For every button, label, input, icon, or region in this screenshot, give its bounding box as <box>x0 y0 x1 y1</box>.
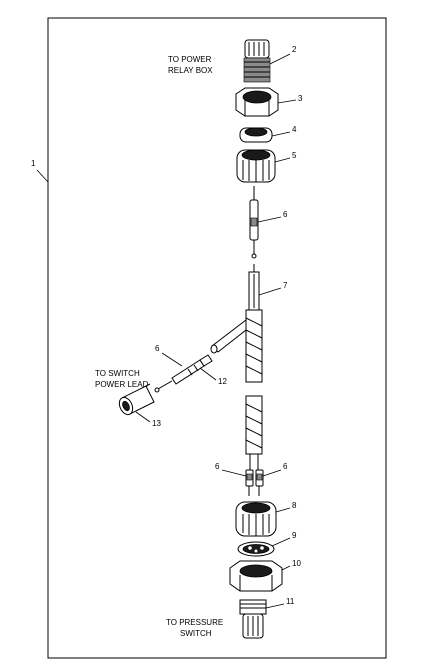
callout-4: 4 <box>292 125 297 134</box>
callout-1-leader <box>37 170 48 182</box>
callout-7: 7 <box>283 281 288 290</box>
callout-5: 5 <box>292 151 297 160</box>
part-5-grommet-nut <box>237 150 275 182</box>
part-7-wire-lower <box>246 396 262 470</box>
figure-frame <box>48 18 386 658</box>
callout-9-leader <box>272 538 290 546</box>
callout-7-leader <box>259 288 281 295</box>
part-6-pin-terminal-top <box>250 186 258 258</box>
callout-12: 12 <box>218 377 227 386</box>
label-relay-box: RELAY BOX <box>168 66 213 75</box>
part-6-pin-terminals-bottom <box>246 470 263 496</box>
callout-8: 8 <box>292 501 297 510</box>
callout-2-leader <box>270 54 290 64</box>
callout-6-left: 6 <box>155 344 160 353</box>
callout-6-left-leader <box>162 353 182 366</box>
callout-6-top-leader <box>258 217 281 222</box>
callout-6-bottom-left-leader <box>222 470 246 476</box>
callout-13-leader <box>136 412 150 422</box>
callout-13: 13 <box>152 419 161 428</box>
callout-3-leader <box>278 100 296 103</box>
callout-10: 10 <box>292 559 301 568</box>
part-4-washer <box>240 128 272 142</box>
callout-6-bottom-right-leader <box>263 470 281 476</box>
part-2-connector <box>244 40 270 82</box>
callout-11-leader <box>266 604 284 608</box>
part-9-insert <box>238 542 274 556</box>
callout-9: 9 <box>292 531 297 540</box>
callout-11: 11 <box>286 597 295 606</box>
label-to-power: TO POWER <box>168 55 212 64</box>
label-power-lead: POWER LEAD <box>95 380 149 389</box>
part-10-hex-nut <box>230 561 282 591</box>
callout-8-leader <box>276 508 290 512</box>
callout-4-leader <box>272 132 290 136</box>
part-12-pin-sleeve <box>155 355 212 392</box>
callout-10-leader <box>282 566 290 570</box>
callout-12-leader <box>200 368 216 380</box>
callout-3: 3 <box>298 94 303 103</box>
callout-6-top: 6 <box>283 210 288 219</box>
callout-6-bottom-right: 6 <box>283 462 288 471</box>
part-11-connector <box>240 600 266 638</box>
label-to-switch: TO SWITCH <box>95 369 140 378</box>
part-8-grommet-nut <box>236 502 276 536</box>
part-7-wire-assembly <box>211 264 262 382</box>
label-to-pressure: TO PRESSURE <box>166 618 223 627</box>
label-switch: SWITCH <box>180 629 212 638</box>
callout-6-bottom-left: 6 <box>215 462 220 471</box>
callout-5-leader <box>275 158 290 162</box>
callout-1: 1 <box>31 159 36 168</box>
callout-2: 2 <box>292 45 297 54</box>
part-3-hex-nut <box>236 88 278 116</box>
